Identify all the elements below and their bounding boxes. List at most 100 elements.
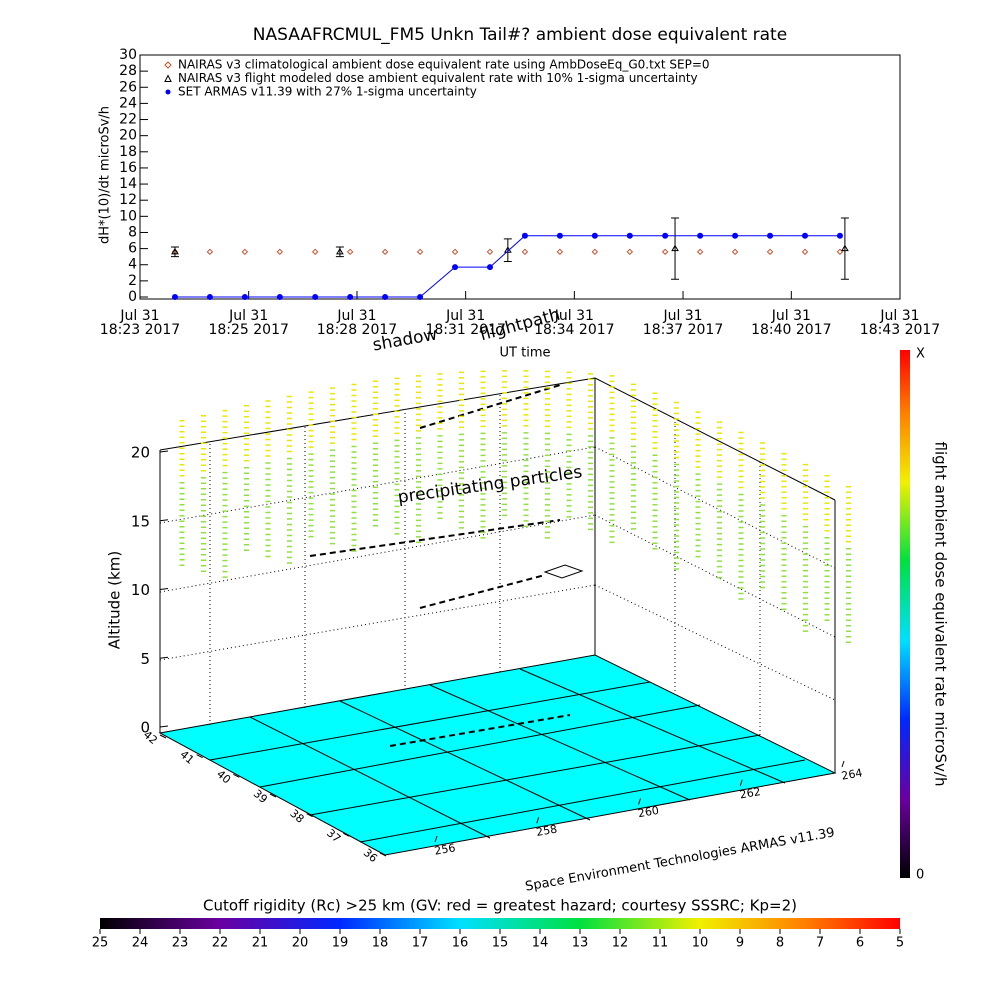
y-tick-label: 4 (128, 257, 137, 273)
data-point (732, 232, 739, 239)
legend-label: NAIRAS v3 flight modeled dose ambient eq… (178, 71, 698, 85)
chart-title: NASAAFRCMUL_FM5 Unkn Tail#? ambient dose… (253, 25, 787, 45)
colorbar-vertical (900, 350, 910, 878)
z-tick (159, 519, 169, 522)
data-point (241, 294, 248, 300)
legend-marker (164, 61, 172, 69)
lon-tick (739, 779, 743, 786)
colorbar-tick-label: 14 (532, 936, 549, 951)
x-tick-label: Jul 31 (119, 308, 159, 324)
y-tick-label: 18 (119, 144, 137, 160)
data-point (417, 294, 424, 300)
y-tick-label: 16 (119, 160, 137, 176)
series-line (174, 235, 840, 298)
z-tick (159, 450, 169, 453)
data-point (696, 248, 704, 256)
y-tick-label: 30 (119, 47, 137, 63)
colorbar-tick-label: 12 (612, 936, 629, 951)
lon-tick (434, 835, 438, 843)
colorbar-tick-label: 15 (492, 936, 509, 951)
colorbar-tick-label: 17 (412, 936, 429, 951)
y-tick-label: 28 (119, 63, 137, 79)
data-point (241, 248, 249, 256)
z-axis-label: Altitude (km) (106, 551, 124, 649)
data-point (697, 232, 704, 239)
colorbar-tick-label: 21 (252, 936, 269, 951)
data-point (801, 248, 809, 256)
lon-tick (536, 817, 540, 824)
dose-columns (179, 370, 851, 646)
data-point (276, 294, 283, 300)
axis-edge (594, 377, 836, 501)
error-bar (503, 238, 512, 263)
legend-label: SET ARMAS v11.39 with 27% 1-sigma uncert… (178, 85, 477, 99)
z-tick-label: 5 (140, 650, 150, 668)
x-tick-label: 18:25 2017 (208, 322, 288, 338)
legend-marker (165, 89, 171, 95)
x-tick-label: Jul 31 (662, 308, 702, 324)
lon-tick (638, 798, 641, 805)
flight-path (309, 384, 571, 747)
data-point (841, 244, 849, 252)
colorbar-title: Cutoff rigidity (Rc) >25 km (GV: red = g… (203, 897, 797, 915)
data-point (486, 248, 494, 256)
data-point (452, 264, 459, 271)
x-axis-label: UT time (500, 346, 551, 361)
colorbar-tick-label: 23 (172, 936, 189, 951)
data-point (382, 294, 389, 300)
lon-tick-label: 260 (637, 804, 660, 820)
lat-tick (159, 734, 167, 739)
z-tick-label: 20 (131, 444, 150, 462)
data-point (276, 248, 284, 256)
x-tick-label: 18:37 2017 (643, 322, 723, 338)
x-tick-label: 18:31 2017 (425, 322, 505, 338)
data-point (335, 247, 344, 255)
y-axis-label: dH*(10)/dt microSv/h (98, 106, 113, 244)
lon-tick-label: 258 (535, 823, 558, 839)
colorbar-tick-label: 6 (856, 936, 864, 951)
data-point (767, 232, 774, 239)
z-tick-label: 0 (140, 719, 150, 737)
error-bar (840, 217, 849, 280)
colorbar-tick-label: 13 (572, 936, 589, 951)
lon-tick-label: 256 (433, 841, 456, 857)
data-point (206, 294, 213, 300)
data-point (311, 248, 319, 256)
colorbar-tick-label: 16 (452, 936, 469, 951)
data-point (347, 294, 354, 300)
colorbar-horizontal (100, 918, 900, 929)
annotation: precipitating particles (397, 462, 584, 508)
data-point (766, 248, 774, 256)
data-point (661, 248, 669, 256)
colorbar-label: flight ambient dose equivalent rate micr… (932, 442, 950, 787)
lat-tick (196, 754, 203, 759)
x-tick-label: 18:40 2017 (751, 322, 831, 338)
y-tick-label: 12 (119, 192, 137, 208)
y-tick-label: 10 (119, 208, 137, 224)
x-tick-label: Jul 31 (879, 308, 919, 324)
lat-tick (306, 813, 313, 818)
error-bar (671, 217, 680, 280)
y-tick-label: 0 (128, 289, 137, 305)
y-tick-label: 20 (119, 128, 137, 144)
colorbar-tick-label: 11 (652, 936, 669, 951)
data-point (671, 244, 679, 252)
data-point (556, 248, 564, 256)
x-tick-label: Jul 31 (554, 308, 594, 324)
data-point (591, 232, 598, 239)
colorbar-tick-label: 22 (212, 936, 229, 951)
data-point (416, 248, 424, 256)
legend-marker (164, 74, 172, 82)
data-point (171, 294, 178, 300)
lon-tick (841, 760, 845, 768)
lat-tick (269, 793, 277, 798)
x-tick-label: Jul 31 (336, 308, 376, 324)
y-tick-label: 14 (119, 176, 137, 192)
data-point (521, 248, 529, 256)
colorbar-tick-label: 7 (816, 936, 824, 951)
data-point (836, 232, 843, 239)
colorbar-tick-label: 18 (372, 936, 389, 951)
colorbar-tick-label: 24 (132, 936, 149, 951)
colorbar-tick-label: 8 (776, 936, 784, 951)
